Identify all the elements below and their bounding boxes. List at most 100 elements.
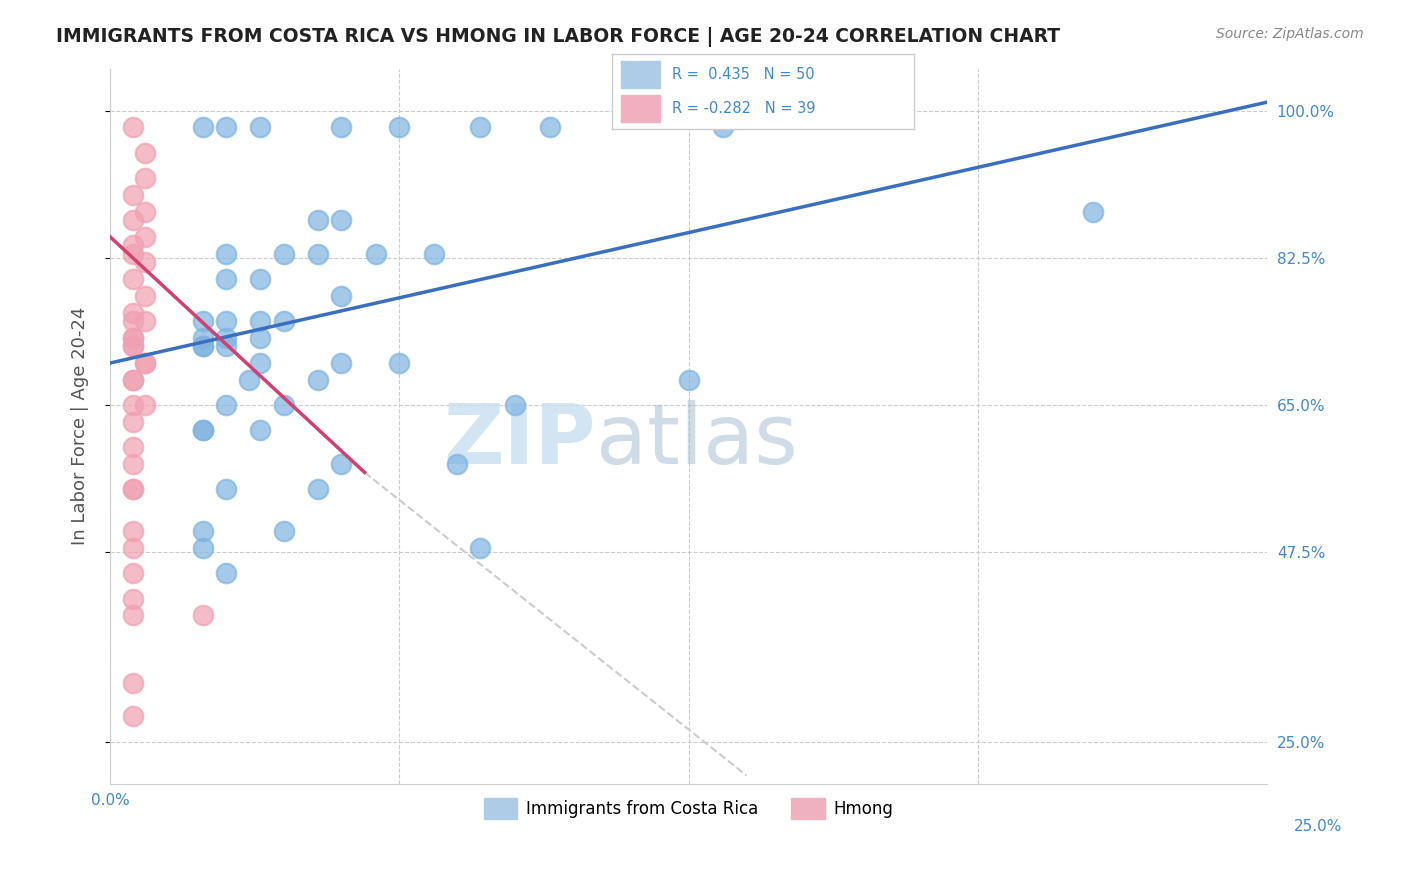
Point <box>122 305 145 319</box>
Point <box>122 272 145 286</box>
Point <box>273 524 295 539</box>
Point <box>122 457 145 471</box>
Text: Source: ZipAtlas.com: Source: ZipAtlas.com <box>1216 27 1364 41</box>
Point <box>273 398 295 412</box>
Point <box>134 145 156 160</box>
Point <box>215 120 238 135</box>
Point <box>122 440 145 454</box>
Point <box>678 373 700 387</box>
Point <box>1083 204 1105 219</box>
Point <box>215 246 238 260</box>
Point <box>134 356 156 370</box>
Point <box>122 675 145 690</box>
Point <box>122 541 145 556</box>
Point <box>134 289 156 303</box>
Point <box>122 246 145 260</box>
Point <box>134 356 156 370</box>
Point <box>249 356 271 370</box>
Point <box>191 331 214 345</box>
Point <box>122 482 145 496</box>
Point <box>238 373 260 387</box>
Point <box>191 524 214 539</box>
Point <box>191 339 214 353</box>
Point <box>470 120 492 135</box>
Point <box>191 541 214 556</box>
Point <box>122 591 145 606</box>
Point <box>122 331 145 345</box>
Point <box>538 120 561 135</box>
Point <box>122 373 145 387</box>
Point <box>307 482 329 496</box>
Point <box>711 120 734 135</box>
Point <box>122 373 145 387</box>
Point <box>366 246 388 260</box>
Point <box>191 120 214 135</box>
Point <box>122 331 145 345</box>
Point <box>446 457 468 471</box>
Bar <box>620 95 659 122</box>
Point <box>122 524 145 539</box>
Legend: Immigrants from Costa Rica, Hmong: Immigrants from Costa Rica, Hmong <box>478 792 900 825</box>
Point <box>122 482 145 496</box>
Point <box>191 314 214 328</box>
Point <box>249 423 271 437</box>
Text: R = -0.282   N = 39: R = -0.282 N = 39 <box>672 101 815 116</box>
Point <box>122 398 145 412</box>
Point <box>249 120 271 135</box>
Point <box>122 187 145 202</box>
Point <box>215 339 238 353</box>
Text: IMMIGRANTS FROM COSTA RICA VS HMONG IN LABOR FORCE | AGE 20-24 CORRELATION CHART: IMMIGRANTS FROM COSTA RICA VS HMONG IN L… <box>56 27 1060 46</box>
Point <box>191 423 214 437</box>
Point <box>122 339 145 353</box>
Point <box>122 314 145 328</box>
Point <box>470 541 492 556</box>
Point <box>330 289 353 303</box>
Point <box>273 246 295 260</box>
Text: atlas: atlas <box>596 400 797 481</box>
Point <box>122 836 145 850</box>
Point <box>215 482 238 496</box>
Point <box>122 608 145 623</box>
Text: R =  0.435   N = 50: R = 0.435 N = 50 <box>672 67 814 82</box>
Point <box>134 255 156 269</box>
Point <box>134 314 156 328</box>
Point <box>191 339 214 353</box>
Point <box>249 272 271 286</box>
Point <box>388 356 411 370</box>
Point <box>122 415 145 429</box>
Point <box>134 204 156 219</box>
Point <box>215 398 238 412</box>
Point <box>388 120 411 135</box>
Point <box>191 423 214 437</box>
Point <box>307 213 329 227</box>
Point <box>134 170 156 185</box>
Point <box>330 213 353 227</box>
Point <box>423 246 446 260</box>
Point <box>503 398 526 412</box>
Point <box>122 566 145 581</box>
Point <box>307 246 329 260</box>
Bar <box>620 62 659 87</box>
Point <box>330 356 353 370</box>
Point <box>122 120 145 135</box>
Text: 25.0%: 25.0% <box>1295 820 1343 834</box>
Y-axis label: In Labor Force | Age 20-24: In Labor Force | Age 20-24 <box>72 307 89 545</box>
Point <box>122 339 145 353</box>
Point <box>215 314 238 328</box>
Point <box>215 566 238 581</box>
Text: ZIP: ZIP <box>443 400 596 481</box>
Point <box>249 331 271 345</box>
Point <box>249 314 271 328</box>
Point <box>122 238 145 252</box>
Point <box>122 709 145 723</box>
Point <box>215 272 238 286</box>
Point <box>330 120 353 135</box>
Point <box>134 398 156 412</box>
Point <box>307 373 329 387</box>
Point <box>191 608 214 623</box>
Point <box>330 457 353 471</box>
Point <box>134 229 156 244</box>
Point <box>122 213 145 227</box>
Point <box>215 331 238 345</box>
Point <box>273 314 295 328</box>
